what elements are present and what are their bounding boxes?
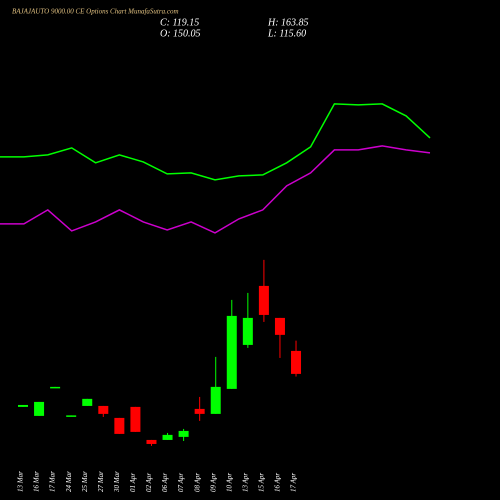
x-tick-label: 17 Apr <box>290 473 298 492</box>
chart-title: BAJAJAUTO 9000.00 CE Options Chart Munaf… <box>12 8 179 16</box>
indicator-line <box>0 145 431 234</box>
x-tick-label: 09 Apr <box>209 473 217 492</box>
candle-body <box>258 285 269 315</box>
candle-body <box>98 405 109 414</box>
x-tick-label: 13 Apr <box>241 473 249 492</box>
stat-open: O: 150.05 <box>160 28 201 39</box>
candle-body <box>274 317 285 335</box>
x-tick-label: 01 Apr <box>129 473 137 492</box>
candle-body <box>66 415 77 417</box>
candle-body <box>50 386 61 389</box>
x-tick-label: 08 Apr <box>193 473 201 492</box>
stat-low: L: 115.60 <box>267 28 306 39</box>
candle-body <box>34 401 45 416</box>
candle-body <box>178 430 189 437</box>
x-tick-label: 06 Apr <box>161 473 169 492</box>
candle-body <box>82 398 93 406</box>
candle-body <box>194 408 205 414</box>
x-tick-label: 07 Apr <box>177 473 185 492</box>
x-tick-label: 02 Apr <box>145 473 153 492</box>
stat-close: C: 119.15 <box>160 17 199 28</box>
candle-body <box>210 386 221 414</box>
indicator-line <box>0 103 431 181</box>
candle-body <box>130 406 141 432</box>
x-tick-label: 16 Mar <box>33 471 41 492</box>
x-tick-label: 13 Mar <box>17 471 25 492</box>
candle-body <box>146 439 157 444</box>
x-tick-label: 10 Apr <box>225 473 233 492</box>
stat-high: H: 163.85 <box>267 17 309 28</box>
x-tick-label: 17 Mar <box>49 471 57 492</box>
candle-body <box>226 315 237 389</box>
candle-body <box>162 434 173 440</box>
x-tick-label: 27 Mar <box>97 471 105 492</box>
x-tick-label: 30 Mar <box>113 471 121 493</box>
x-tick-label: 15 Apr <box>258 473 266 492</box>
candle-body <box>114 417 125 434</box>
candle-body <box>18 404 28 407</box>
x-tick-label: 16 Apr <box>274 473 282 492</box>
candle-body <box>291 350 302 374</box>
x-tick-label: 25 Mar <box>81 471 89 492</box>
x-tick-label: 24 Mar <box>65 471 73 492</box>
candle-body <box>242 317 253 345</box>
